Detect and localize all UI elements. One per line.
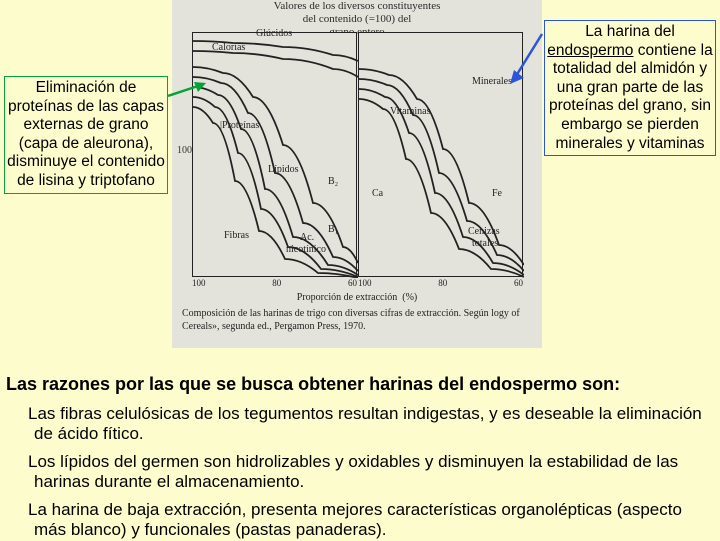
xtick: 100: [358, 278, 372, 288]
xtick: 80: [272, 278, 281, 288]
label-cenizas-2: totales: [472, 238, 498, 249]
list-item-2: 2)Los lípidos del germen son hidrolizabl…: [6, 452, 712, 493]
label-calorias: Calorías: [212, 42, 245, 53]
item-text: Los lípidos del germen son hidrolizables…: [28, 452, 678, 491]
xtick: 60: [348, 278, 357, 288]
chart-title-l2: del contenido (=100) del: [303, 13, 412, 25]
xtick: 100: [192, 278, 206, 288]
label-cenizas-1: Cenizas: [468, 226, 500, 237]
item-text: La harina de baja extracción, presenta m…: [28, 500, 682, 539]
label-glucidos: Glúcidos: [256, 28, 292, 39]
xticks-right: 100 80 60: [358, 278, 523, 288]
top-region: Valores de los diversos constituyentes d…: [0, 0, 720, 348]
callout-left: Eliminación de proteínas de las capas ex…: [4, 76, 168, 194]
item-num: 2): [6, 452, 28, 472]
arrow-blue-icon: [508, 24, 546, 84]
chart-figure: Valores de los diversos constituyentes d…: [172, 0, 542, 348]
label-b2: B₂: [328, 176, 338, 187]
callout-right-underlined: endospermo: [547, 42, 633, 59]
chart-panel-left: [192, 32, 357, 277]
label-minerales: Minerales: [472, 76, 512, 87]
x-axis-text: Proporción de extracción: [297, 292, 398, 303]
chart-caption: Composición de las harinas de trigo con …: [182, 308, 532, 333]
callout-right-pre: La harina del: [585, 23, 675, 40]
heading: Las razones por las que se busca obtener…: [6, 374, 620, 395]
list-item-3: 3)La harina de baja extracción, presenta…: [6, 500, 712, 541]
xtick: 80: [438, 278, 447, 288]
label-proteinas: |Proteínas: [220, 120, 259, 131]
callout-right: La harina del endospermo contiene la tot…: [544, 20, 716, 156]
label-acnic-l2: nicotínico: [286, 244, 326, 255]
chart-title-l1: Valores de los diversos constituyentes: [274, 0, 441, 12]
item-num: 3): [6, 500, 28, 520]
xticks-left: 100 80 60: [192, 278, 357, 288]
chart-panel-right: [358, 32, 523, 277]
item-num: 1): [6, 404, 28, 424]
y-axis-100: 100: [177, 145, 192, 156]
list-item-1: 1)Las fibras celulósicas de los tegument…: [6, 404, 712, 445]
label-b1: B₁: [328, 224, 338, 235]
label-ca: Ca: [372, 188, 383, 199]
label-acnic-l1: Ac.: [300, 232, 314, 243]
label-fe: Fe: [492, 188, 502, 199]
arrow-green-icon: [168, 82, 206, 100]
item-text: Las fibras celulósicas de los tegumentos…: [28, 404, 702, 443]
callout-left-text: Eliminación de proteínas de las capas ex…: [7, 79, 165, 189]
x-axis-unit: (%): [402, 292, 417, 303]
x-axis-label: Proporción de extracción (%): [172, 292, 542, 303]
label-lipidos: Lípidos: [268, 164, 299, 175]
label-fibras: Fibras: [224, 230, 249, 241]
xtick: 60: [514, 278, 523, 288]
label-vitaminas: Vitaminas: [390, 106, 431, 117]
